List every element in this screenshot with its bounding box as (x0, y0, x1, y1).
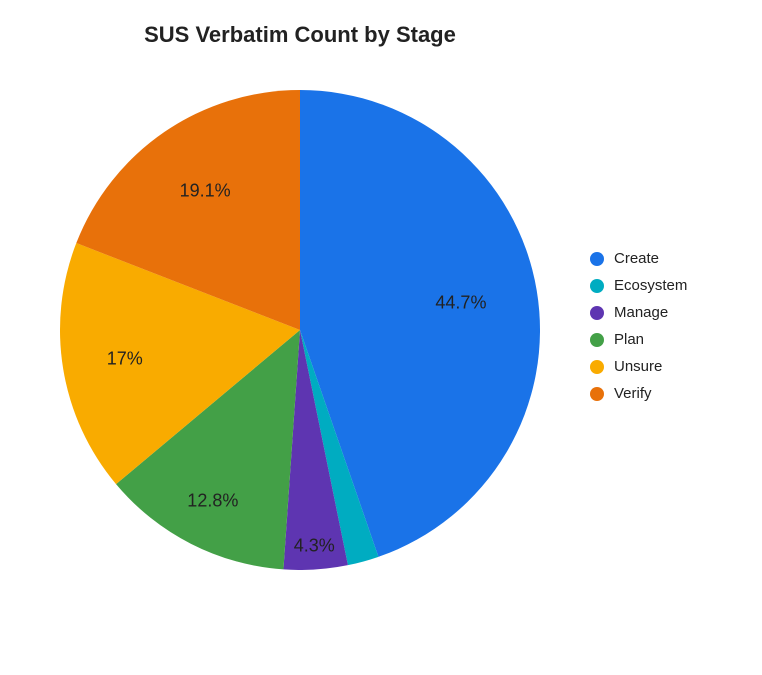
legend-swatch (590, 387, 604, 401)
legend-swatch (590, 279, 604, 293)
legend-label: Verify (614, 385, 652, 402)
legend-item[interactable]: Manage (590, 304, 687, 321)
pie-data-label: 17% (107, 348, 143, 369)
pie-data-label: 12.8% (187, 491, 238, 512)
legend-swatch (590, 360, 604, 374)
legend-swatch (590, 306, 604, 320)
legend-item[interactable]: Unsure (590, 358, 687, 375)
legend-swatch (590, 252, 604, 266)
legend-label: Create (614, 250, 659, 267)
legend-label: Unsure (614, 358, 662, 375)
legend-item[interactable]: Verify (590, 385, 687, 402)
legend-item[interactable]: Ecosystem (590, 277, 687, 294)
legend-label: Ecosystem (614, 277, 687, 294)
legend-swatch (590, 333, 604, 347)
pie-data-label: 19.1% (180, 181, 231, 202)
pie-svg (60, 90, 540, 570)
legend-item[interactable]: Create (590, 250, 687, 267)
legend-label: Plan (614, 331, 644, 348)
pie-data-label: 4.3% (294, 535, 335, 556)
chart-container: SUS Verbatim Count by Stage 44.7% 4.3% 12.… (0, 0, 762, 675)
legend-label: Manage (614, 304, 668, 321)
legend: Create Ecosystem Manage Plan Unsure Verify (590, 250, 687, 402)
pie-data-label: 44.7% (435, 292, 486, 313)
chart-title: SUS Verbatim Count by Stage (0, 22, 600, 48)
legend-item[interactable]: Plan (590, 331, 687, 348)
pie-chart: 44.7% 4.3% 12.8% 17% 19.1% (60, 90, 540, 570)
